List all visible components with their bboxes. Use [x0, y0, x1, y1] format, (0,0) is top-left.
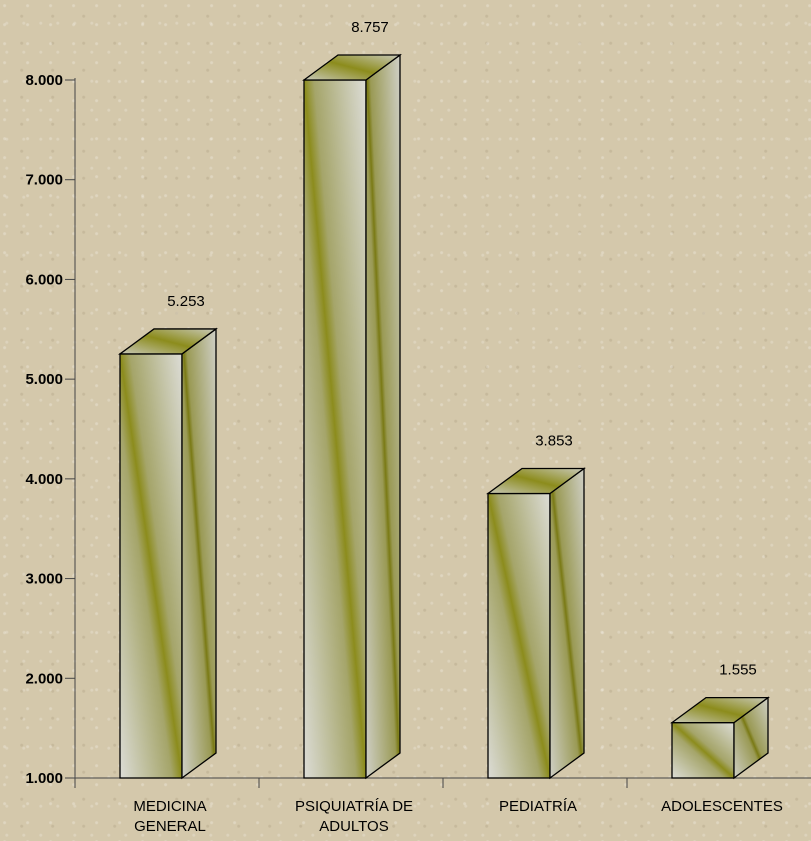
bar-front-face	[671, 722, 735, 779]
bar	[118, 327, 218, 780]
x-tick-label: ADOLESCENTES	[661, 798, 783, 815]
bar-top-face	[670, 697, 770, 724]
x-tick-label: MEDICINA	[133, 798, 206, 815]
bar-side-face	[365, 53, 401, 780]
y-tick-label: 5.000	[25, 371, 63, 388]
bars	[118, 53, 770, 780]
bar-top-face	[302, 54, 402, 81]
bar-side-face	[181, 327, 217, 780]
y-tick-label: 6.000	[25, 271, 63, 288]
x-tick-label: GENERAL	[134, 818, 206, 835]
data-label: 3.853	[535, 433, 573, 450]
bar-top-face	[486, 467, 586, 495]
data-label: 8.757	[351, 19, 389, 36]
bar	[486, 467, 586, 780]
x-tick-label: ADULTOS	[319, 818, 388, 835]
bar-top-face	[118, 328, 218, 355]
bar	[302, 53, 402, 780]
bar-front-face	[303, 79, 367, 779]
x-tick-label: PSIQUIATRÍA DE	[295, 798, 413, 815]
data-label: 1.555	[719, 662, 757, 679]
y-tick-label: 2.000	[25, 670, 63, 687]
y-tick-label: 4.000	[25, 471, 63, 488]
y-tick-label: 7.000	[25, 172, 63, 189]
bar-side-face	[549, 467, 585, 780]
y-tick-label: 1.000	[25, 770, 63, 787]
labels: 1.000 2.000 3.000 4.000 5.000 6.000 7.000 8.000…	[25, 19, 782, 835]
x-tick-label: PEDIATRÍA	[499, 798, 577, 815]
bar-front-face	[487, 492, 551, 779]
bar	[670, 696, 770, 780]
bar-front-face	[119, 353, 183, 779]
y-tick-label: 8.000	[25, 72, 63, 89]
data-label: 5.253	[167, 293, 205, 310]
y-tick-label: 3.000	[25, 571, 63, 588]
